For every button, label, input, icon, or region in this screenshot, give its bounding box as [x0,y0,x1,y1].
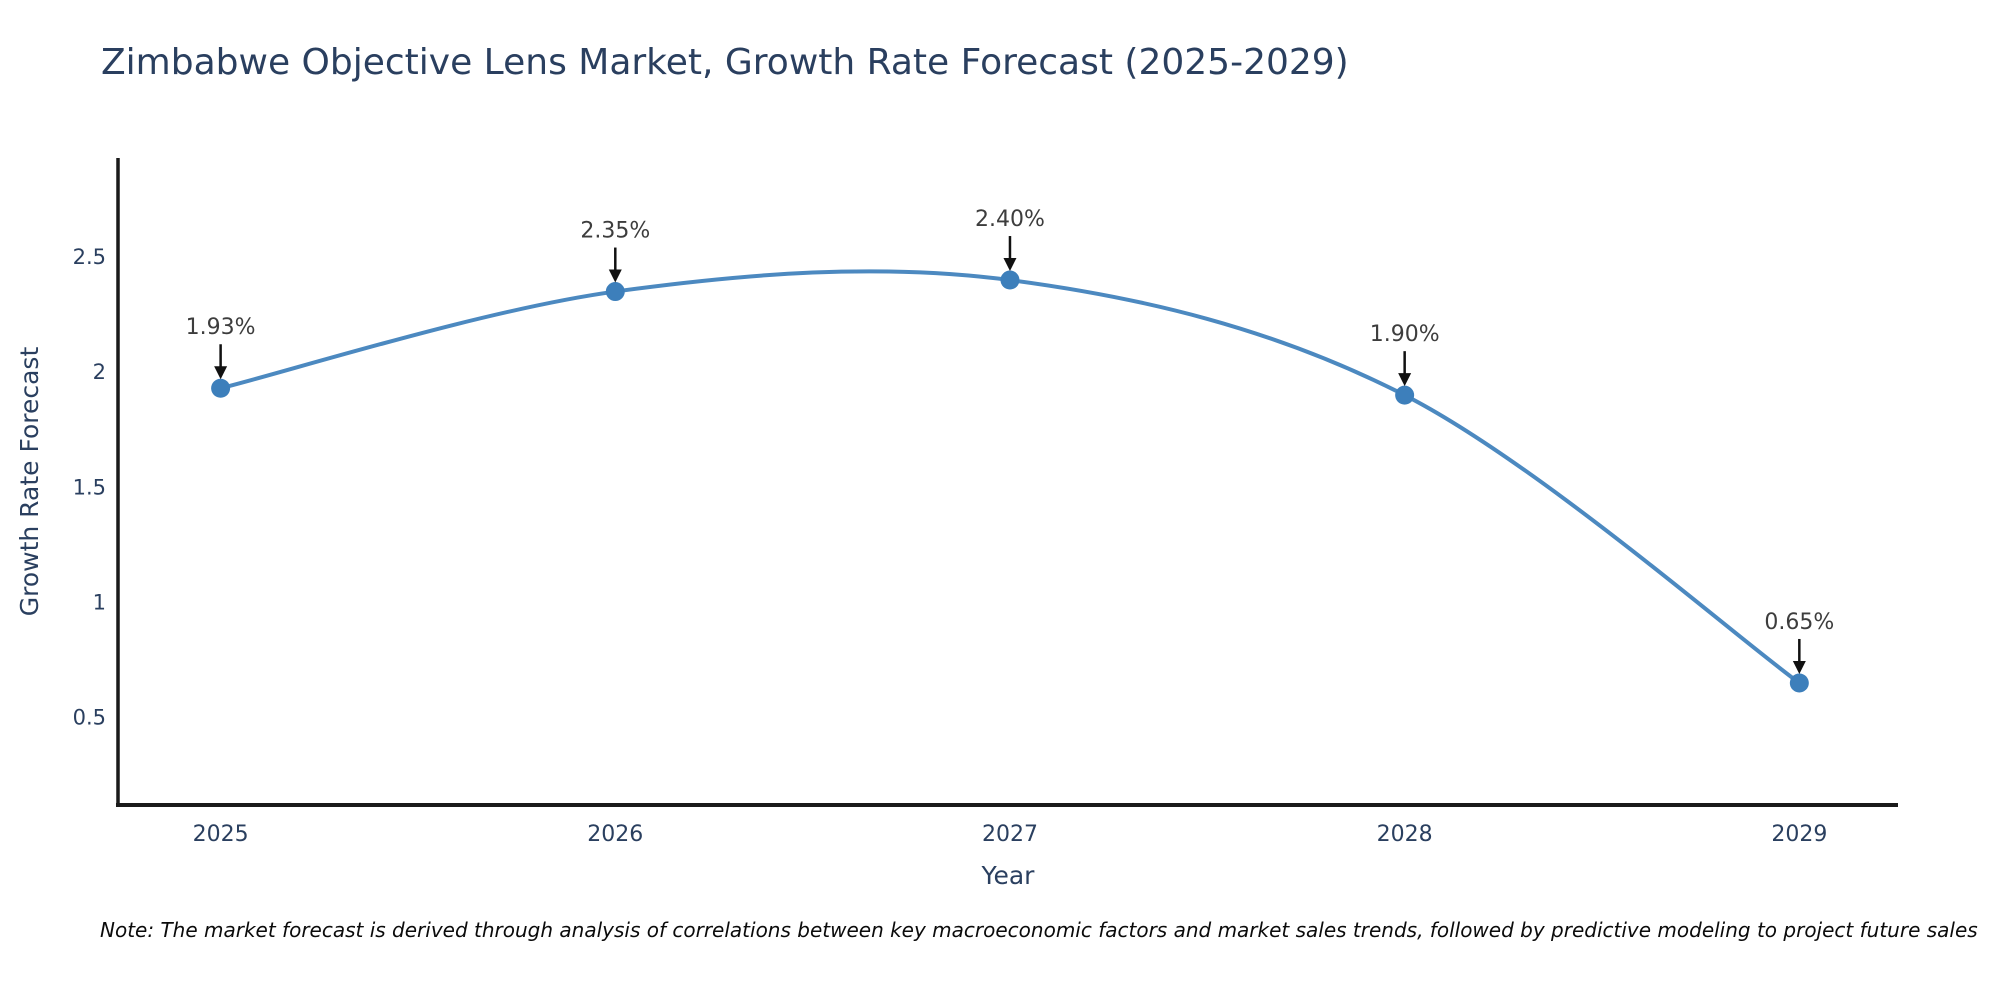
x-tick-label: 2028 [1377,822,1433,847]
y-tick-label: 2 [93,360,106,384]
y-axis-title: Growth Rate Forecast [15,347,44,617]
footnote: Note: The market forecast is derived thr… [100,918,1978,942]
data-point-marker [605,282,625,302]
series-line [218,269,1802,685]
x-tick-label: 2025 [193,822,249,847]
y-tick-label: 1.5 [73,475,106,499]
annotation-arrowhead [1003,258,1017,272]
x-tick-label: 2026 [587,822,643,847]
point-annotation-label: 1.93% [186,315,256,340]
x-tick-label: 2027 [982,822,1038,847]
annotation-arrowhead [1398,373,1412,387]
point-annotation-label: 2.40% [975,207,1045,232]
data-point-marker [1000,270,1020,290]
annotation-arrowhead [608,269,622,283]
annotation-arrowhead [1792,660,1806,674]
point-annotation-label: 1.90% [1370,322,1440,347]
y-tick-label: 0.5 [73,706,106,730]
x-tick-label: 2029 [1771,822,1827,847]
chart-title: Zimbabwe Objective Lens Market, Growth R… [101,42,1349,83]
y-tick-label: 2.5 [73,245,106,269]
data-point-marker [1789,673,1809,693]
data-point-marker [211,378,231,398]
point-annotation-label: 2.35% [580,219,650,244]
x-axis-title: Year [981,861,1036,890]
point-annotation-label: 0.65% [1764,610,1834,635]
data-point-marker [1395,385,1415,405]
annotation-arrowhead [214,366,228,380]
y-tick-label: 1 [93,590,106,614]
